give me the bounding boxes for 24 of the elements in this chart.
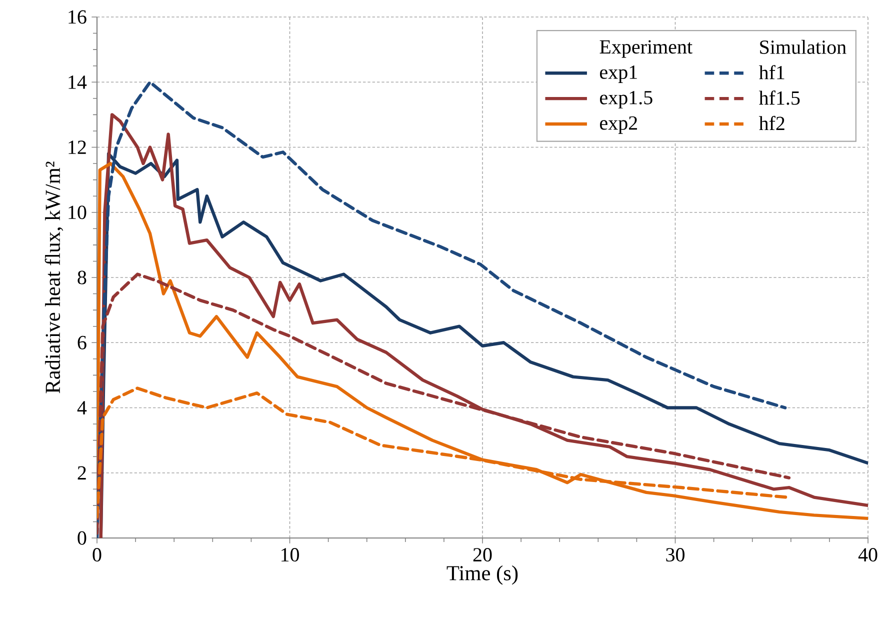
- y-tick-label: 0: [78, 531, 86, 545]
- y-tick-label: 4: [77, 401, 87, 414]
- y-tick-label: 10: [68, 206, 86, 220]
- y-tick-label: 6: [78, 336, 86, 350]
- y-tick-label: 14: [68, 76, 87, 89]
- x-tick-label: 30: [666, 548, 684, 562]
- x-tick-label: 0: [92, 548, 102, 562]
- annotation: Simulation: [760, 40, 846, 54]
- y-tick-label: 12: [68, 140, 86, 154]
- y-tick-label: 8: [78, 270, 86, 284]
- y-tick-label: 16: [68, 10, 86, 24]
- x-tick-label: 10: [282, 548, 299, 562]
- legend-label: exp1: [600, 66, 637, 84]
- legend-label: exp2: [600, 116, 637, 134]
- legend-label: hf1: [758, 65, 784, 80]
- annotation: Experiment: [600, 40, 692, 58]
- legend-label: hf2: [758, 116, 784, 130]
- x-tick-label: 40: [858, 548, 878, 562]
- legend-label: hf1.5: [758, 90, 800, 105]
- x-axis-title: Time (s): [446, 565, 518, 585]
- legend-label: exp1.5: [600, 90, 652, 108]
- y-tick-label: 2: [78, 466, 86, 480]
- y-axis-title: Radiative heat flux, kW/m²: [44, 162, 64, 394]
- x-tick-label: 20: [473, 548, 492, 562]
